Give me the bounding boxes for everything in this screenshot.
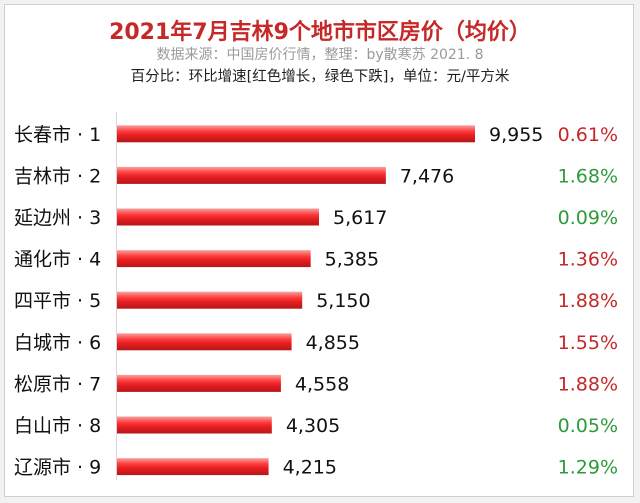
bar <box>117 125 475 143</box>
change-label: 1.36% <box>558 249 618 271</box>
change-label: 1.55% <box>558 332 618 354</box>
category-label: 吉林市 · 2 <box>14 165 101 187</box>
value-label: 4,855 <box>306 332 360 354</box>
change-label: 1.88% <box>558 373 618 395</box>
chart-frame <box>4 4 634 497</box>
change-label: 0.61% <box>558 124 618 146</box>
change-label: 1.29% <box>558 457 618 479</box>
value-label: 4,215 <box>283 457 337 479</box>
bar <box>117 374 281 392</box>
chart-note: 百分比：环比增速[红色增长，绿色下跌]，单位：元/平方米 <box>130 69 510 85</box>
change-label: 0.05% <box>558 415 618 437</box>
bar <box>117 458 269 476</box>
bar <box>117 166 386 184</box>
bar <box>117 333 292 351</box>
category-label: 松原市 · 7 <box>14 373 101 395</box>
change-label: 1.68% <box>558 165 618 187</box>
bar <box>117 250 311 268</box>
value-label: 4,558 <box>295 373 349 395</box>
category-label: 辽源市 · 9 <box>14 457 101 479</box>
change-label: 0.09% <box>558 207 618 229</box>
axis-line <box>116 112 117 480</box>
bar <box>117 208 319 226</box>
category-label: 白城市 · 6 <box>14 332 101 354</box>
category-label: 白山市 · 8 <box>14 415 101 437</box>
value-label: 5,150 <box>316 290 370 312</box>
category-label: 长春市 · 1 <box>14 124 101 146</box>
category-label: 延边州 · 3 <box>14 207 101 229</box>
value-label: 4,305 <box>286 415 340 437</box>
bar <box>117 416 272 434</box>
value-label: 5,385 <box>325 249 379 271</box>
value-label: 9,955 <box>489 124 543 146</box>
category-label: 通化市 · 4 <box>14 249 101 271</box>
change-label: 1.88% <box>558 290 618 312</box>
bar <box>117 291 303 309</box>
value-label: 7,476 <box>400 165 454 187</box>
chart-title: 2021年7月吉林9个地市市区房价（均价） <box>109 20 531 45</box>
value-label: 5,617 <box>333 207 387 229</box>
chart-source: 数据来源：中国房价行情，整理：by散寒苏 2021. 8 <box>156 47 484 63</box>
category-label: 四平市 · 5 <box>14 290 101 312</box>
